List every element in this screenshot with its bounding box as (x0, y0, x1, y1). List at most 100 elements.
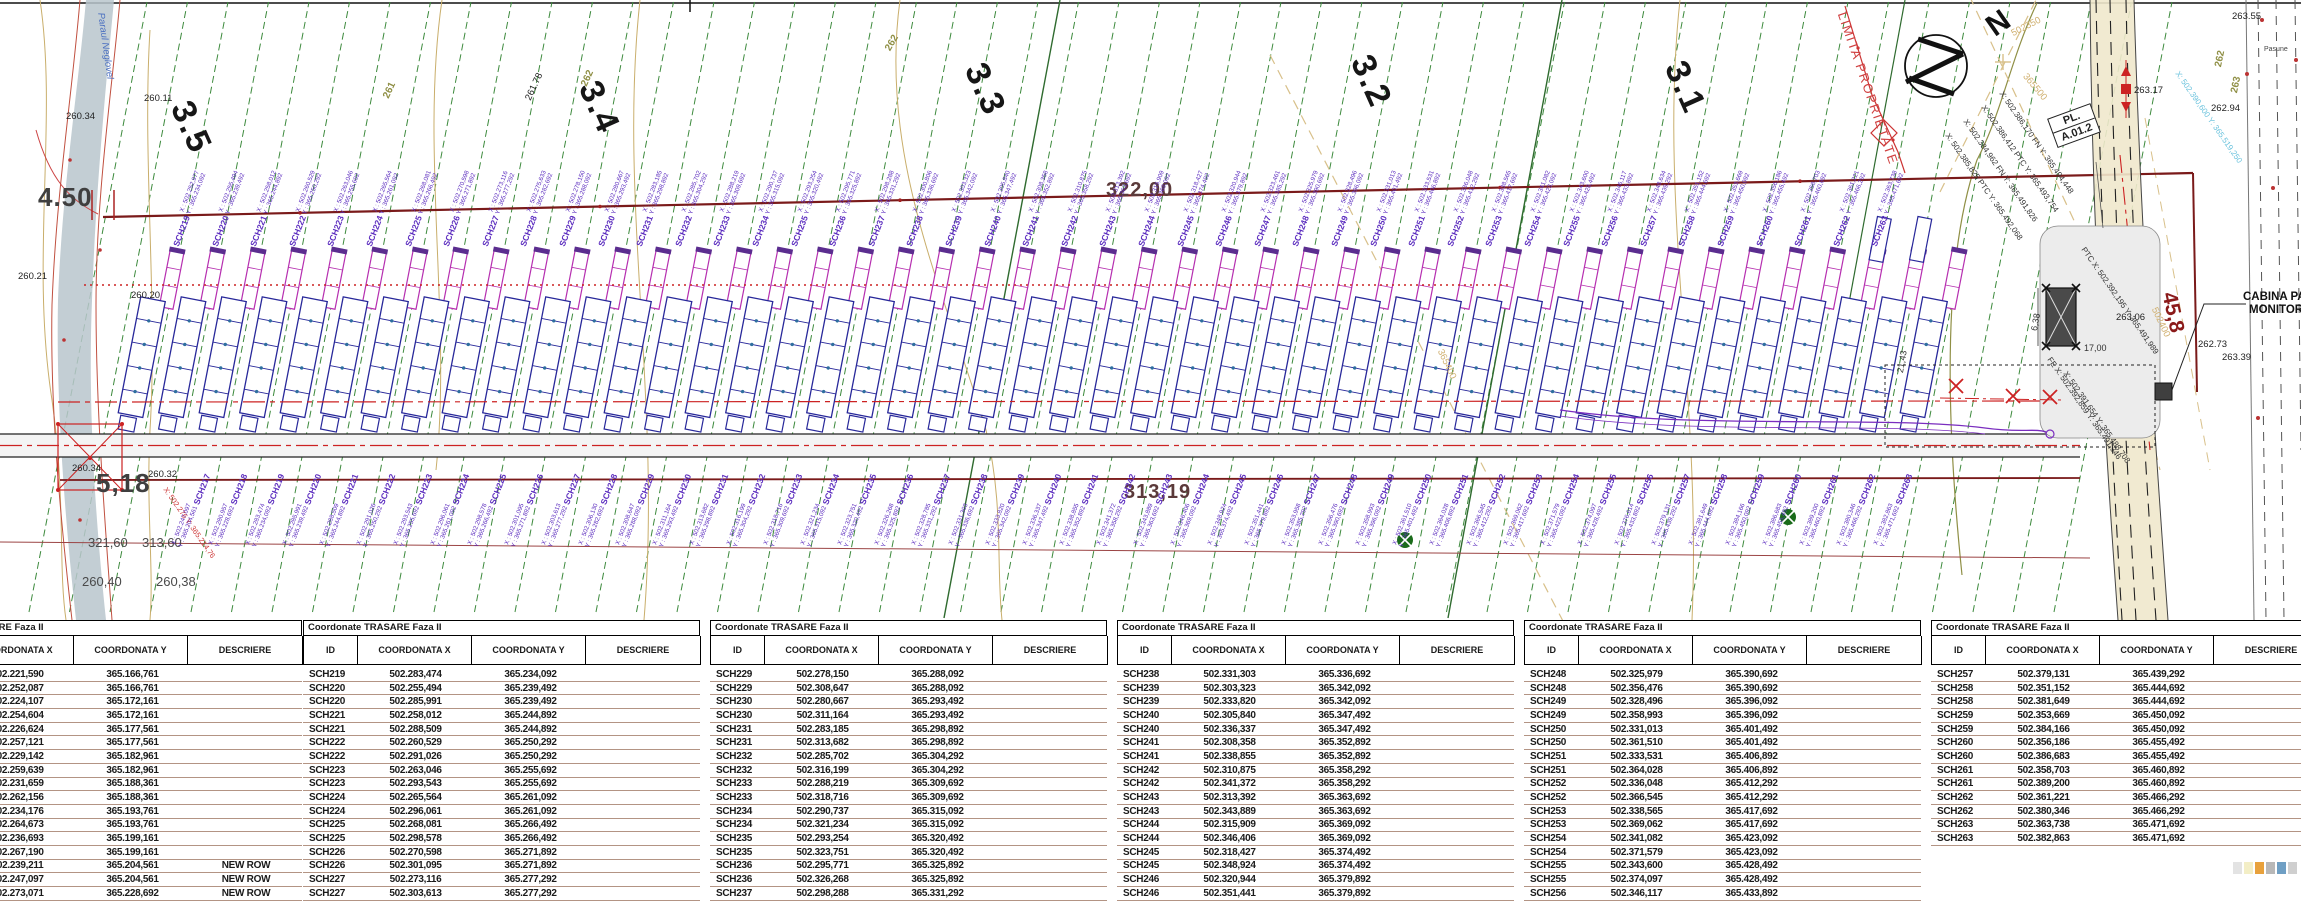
table-cell: SCH244 (1123, 833, 1159, 845)
table-cell: SCH235 (716, 846, 752, 858)
table-row: SCH263 502.363,738 365.471,692 (1931, 819, 2301, 833)
table-cell: 502.313,392 (1203, 792, 1256, 804)
table-cell: SCH258 (1937, 696, 1973, 708)
table-cell: 502.229,142 (0, 750, 44, 762)
table-cell: SCH242 (1123, 764, 1159, 776)
table-cell: 502.386,683 (2017, 750, 2070, 762)
table-cell: 365.166,761 (106, 682, 159, 694)
table-cell: 365.412,292 (1725, 778, 1778, 790)
table-row: SCH228502.275,633365.282,692 (303, 901, 700, 903)
table-row: SCH259 502.384,166 365.450,092 (1931, 723, 2301, 737)
table-cell: SCH237 (716, 887, 752, 899)
table-cell: NEW ROW (221, 887, 271, 899)
table-row: SCH220 502.285,991 365.239,492 (303, 695, 700, 710)
table-cell: 365.444,692 (2132, 696, 2185, 708)
table-cell: 365.396,092 (1725, 696, 1778, 708)
table-cell: 502.356,186 (2017, 737, 2070, 749)
table-cell: 365.255,692 (504, 764, 557, 776)
table-cell: 365.293,492 (911, 709, 964, 721)
table-cell: 502.331,303 (1203, 668, 1256, 680)
table-row: 502.229,142 365.182,961 (0, 750, 302, 764)
table-row: SCH246 502.351,441 365.379,892 (1117, 887, 1514, 901)
table-cell: 502.389,200 (2017, 778, 2070, 790)
table-cell: 365.455,492 (2132, 750, 2185, 762)
table-cell: 365.358,292 (1318, 764, 1371, 776)
table-row: 502.252,087 365.166,761 (0, 682, 302, 696)
table-row: SCH252 502.336,048 365.412,292 (1524, 778, 1921, 792)
table-cell: 502.231,659 (0, 778, 44, 790)
table-cell: 365.374,492 (1318, 846, 1371, 858)
table-cell: 502.363,738 (2017, 819, 2070, 831)
table-cell: 502.311,164 (796, 709, 849, 721)
table-cell: SCH228 (303, 902, 358, 903)
table-row: SCH227 502.273,116 365.277,292 (303, 873, 700, 887)
table-title: Coordonate TRASARE Faza II (303, 620, 700, 636)
table-body: SCH219 502.283,474 365.234,092 SCH220 502.25… (303, 668, 700, 903)
column-header: DESCRIERE (1399, 636, 1515, 665)
table-cell: 502.382,863 (2017, 833, 2070, 845)
table-cell: 365.244,892 (504, 723, 557, 735)
table-row: SCH254 502.341,082 365.423,092 (1524, 832, 1921, 846)
table-cell: NEW ROW (221, 874, 271, 886)
table-row: SCH232 502.316,199 365.304,292 (710, 764, 1107, 778)
legend-swatch (2233, 862, 2242, 874)
legend-swatch (2266, 862, 2275, 874)
table-cell: SCH234 (716, 819, 752, 831)
table-cell: 365.188,361 (106, 778, 159, 790)
table-row: SCH239 502.303,323 365.342,092 (1117, 682, 1514, 696)
column-header: DESCRIERE (2213, 636, 2301, 665)
table-cell: 502.346,117 (1610, 887, 1663, 899)
table-row: SCH255 502.343,600 365.428,492 (1524, 860, 1921, 874)
table-row: SCH251 502.364,028 365.406,892 (1524, 764, 1921, 778)
table-cell: SCH242 (1123, 778, 1159, 790)
column-header: DESCRIERE (1806, 636, 1922, 665)
table-cell: 502.380,346 (2017, 805, 2070, 817)
table-cell: 502.358,703 (2017, 764, 2070, 776)
table-cell: 365.342,092 (1318, 682, 1371, 694)
table-cell: SCH251 (1530, 764, 1566, 776)
table-cell: 502.273,071 (0, 887, 44, 899)
table-cell: SCH254 (1530, 846, 1566, 858)
table-row: SCH254 502.371,579 365.423,092 (1524, 846, 1921, 860)
table-row: SCH252 502.366,545 365.412,292 (1524, 791, 1921, 805)
legend-swatch (2255, 862, 2264, 874)
table-cell: SCH262 (1937, 805, 1973, 817)
column-header: ID (303, 636, 358, 665)
table-cell: 365.304,292 (911, 764, 964, 776)
table-cell: 502.333,820 (1203, 696, 1256, 708)
table-cell: 502.290,737 (796, 805, 849, 817)
table-cell: 502.351,152 (2017, 682, 2070, 694)
table-cell: 365.172,161 (106, 696, 159, 708)
table-row: SCH244 502.315,909 365.369,092 (1117, 819, 1514, 833)
table-cell: 365.379,892 (1318, 874, 1371, 886)
table-cell: 502.263,046 (389, 764, 442, 776)
table-row: SCH244 502.346,406 365.369,092 (1117, 832, 1514, 846)
table-cell: 365.271,892 (504, 860, 557, 872)
table-row: SCH261 502.389,200 365.460,892 (1931, 778, 2301, 792)
table-cell: 365.352,892 (1318, 750, 1371, 762)
column-header: COORDONATA Y (73, 636, 188, 665)
table-cell: 502.343,600 (1610, 860, 1663, 872)
table-cell: 502.381,649 (2017, 696, 2070, 708)
table-cell: 502.320,944 (1203, 874, 1256, 886)
table-cell: 365.385,292 (1287, 902, 1402, 903)
table-row: 502.224,107 365.172,161 (0, 695, 302, 710)
table-cell: 365.439,292 (2132, 668, 2185, 680)
table-row: 502.247,097 365.204,561 NEW ROW (0, 873, 302, 887)
table-cell: 365.193,761 (106, 819, 159, 831)
table-cell: SCH256 (1530, 887, 1566, 899)
table-cell: 365.266,492 (504, 833, 557, 845)
table-cell: 502.221,590 (0, 668, 44, 680)
table-cell: 502.343,889 (1203, 805, 1256, 817)
table-cell: 502.346,406 (1203, 833, 1256, 845)
table-cell: 365.352,892 (1318, 737, 1371, 749)
table-cell: SCH229 (716, 668, 752, 680)
table-row: SCH263 502.382,863 365.471,692 (1931, 832, 2301, 846)
table-cell: SCH252 (1530, 778, 1566, 790)
table-body: 502.221,590 365.166,761 502.252,087 365.166… (0, 668, 302, 903)
table-row: SCH225 502.268,081 365.266,492 (303, 819, 700, 833)
